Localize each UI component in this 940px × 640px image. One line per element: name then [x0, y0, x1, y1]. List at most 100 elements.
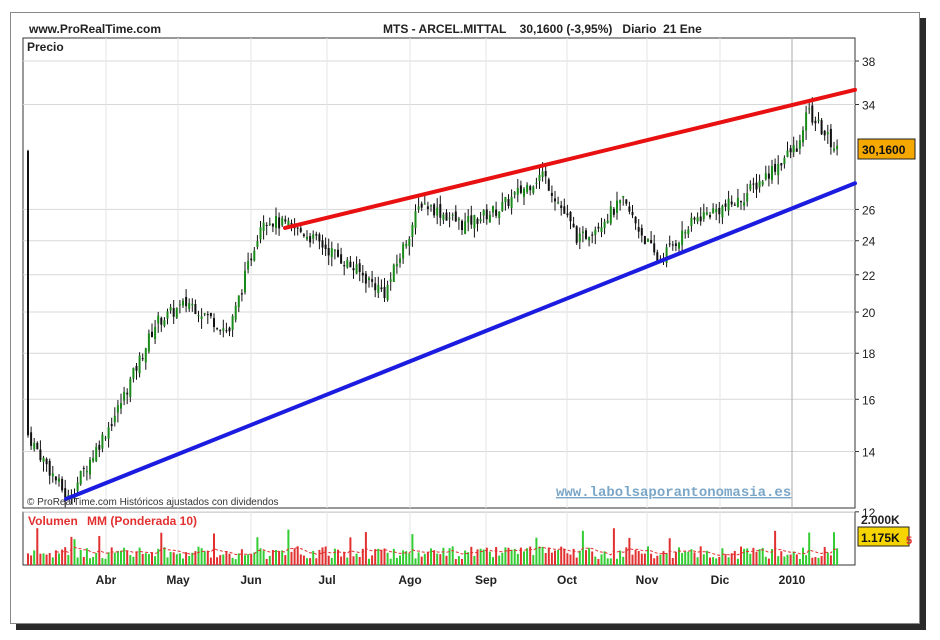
- volume-bar: [622, 556, 625, 565]
- volume-bar: [253, 552, 256, 565]
- candle-body: [166, 311, 169, 319]
- volume-bar: [383, 548, 386, 565]
- candle-body: [113, 415, 116, 423]
- candle-body: [510, 196, 513, 209]
- volume-bar: [333, 548, 336, 565]
- candle-body: [358, 263, 361, 273]
- candle-body: [392, 264, 395, 282]
- candle-body: [674, 243, 677, 246]
- volume-bar: [169, 551, 172, 565]
- candle-body: [349, 261, 352, 268]
- volume-bar: [569, 554, 572, 565]
- volume-bar: [566, 553, 569, 565]
- candle-body: [826, 132, 829, 135]
- volume-bar: [30, 555, 33, 565]
- volume-bar: [637, 551, 640, 565]
- volume-bar: [454, 559, 457, 565]
- volume-bar: [538, 546, 541, 565]
- candle-body: [321, 240, 324, 248]
- candle-body: [631, 212, 634, 216]
- candle-body: [39, 449, 42, 461]
- candle-body: [79, 470, 82, 485]
- trendlines-layer: [64, 87, 857, 501]
- volume-bar: [805, 555, 808, 565]
- candle-body: [244, 270, 246, 293]
- volume-bar: [361, 548, 364, 565]
- volume-bar: [439, 554, 442, 565]
- candle-body: [495, 209, 498, 216]
- support-trendline: [64, 181, 857, 501]
- volume-bar: [442, 547, 445, 565]
- volume-bar: [523, 551, 525, 565]
- volume-bar: [194, 551, 197, 565]
- volume-bar: [318, 549, 321, 565]
- y-tick-label: 14: [862, 446, 876, 460]
- volume-bar: [557, 549, 560, 565]
- candle-body: [566, 213, 569, 216]
- volume-bar: [380, 550, 383, 565]
- volume-bar: [817, 557, 820, 565]
- candle-body: [120, 403, 122, 409]
- volume-bar: [426, 552, 429, 565]
- volume-bar: [430, 548, 432, 565]
- volume-bar: [271, 550, 274, 565]
- candle-body: [724, 203, 727, 207]
- last-volume-badge: [857, 526, 910, 547]
- candle-body: [250, 258, 253, 261]
- candle-body: [414, 211, 417, 228]
- candle-body: [216, 328, 219, 330]
- volume-bar: [144, 553, 147, 565]
- volume-bar: [798, 558, 801, 565]
- volume-bar: [315, 558, 318, 565]
- volume-bar: [67, 554, 70, 565]
- candle-body: [188, 303, 191, 309]
- volume-bar: [234, 559, 237, 565]
- y-tick-label: 16: [862, 393, 876, 407]
- candle-body: [578, 233, 581, 242]
- volume-bar: [448, 548, 451, 565]
- candle-body: [597, 226, 600, 229]
- candle-body: [504, 197, 507, 203]
- y-tick-label: 34: [862, 99, 876, 113]
- candle-body: [736, 197, 739, 207]
- volume-bar: [135, 551, 138, 565]
- y-tick-label: 26: [862, 203, 876, 217]
- volume-bar: [70, 536, 73, 565]
- x-tick-label: Sep: [475, 573, 497, 587]
- candle-body: [45, 458, 48, 465]
- last-volume-suffix: 5: [906, 535, 912, 547]
- volume-bar: [302, 555, 305, 565]
- candle-body: [519, 185, 522, 193]
- candle-body: [547, 179, 550, 191]
- volume-bar: [268, 555, 271, 565]
- y-tick-label: 38: [862, 55, 876, 69]
- volume-bar: [157, 548, 160, 565]
- watermark-link[interactable]: www.labolsaporantonomasia.es: [556, 485, 791, 501]
- candle-body: [138, 355, 141, 374]
- volume-bar: [82, 556, 85, 565]
- volume-bar: [764, 556, 767, 565]
- volume-bar: [154, 556, 157, 565]
- candle-body: [185, 296, 188, 307]
- volume-bar: [402, 550, 405, 565]
- candle-body: [296, 227, 299, 229]
- candle-body: [265, 225, 268, 227]
- candle-body: [544, 171, 547, 177]
- volume-layer: [27, 528, 839, 565]
- candle-body: [380, 287, 383, 290]
- candles-layer: [27, 97, 839, 508]
- volume-bar: [377, 548, 380, 565]
- volume-bar: [526, 548, 529, 565]
- candle-body: [836, 145, 839, 150]
- volume-bar: [578, 550, 581, 565]
- volume-bar: [746, 548, 749, 565]
- volume-bar: [36, 528, 39, 565]
- candle-body: [557, 202, 560, 204]
- candle-body: [529, 186, 532, 191]
- volume-bar: [408, 553, 411, 565]
- candle-body: [702, 212, 705, 220]
- volume-bar: [116, 550, 119, 565]
- volume-bar: [191, 552, 194, 565]
- candle-body: [634, 216, 637, 224]
- volume-bar: [39, 553, 42, 565]
